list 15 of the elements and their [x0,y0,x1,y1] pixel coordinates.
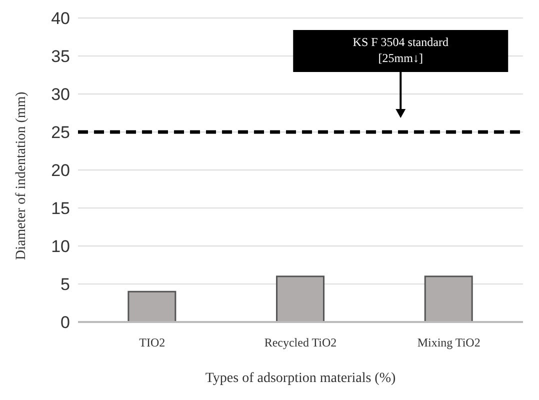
x-tick-label: Mixing TiO2 [417,336,480,350]
y-tick-label: 25 [51,123,70,142]
y-tick-label: 10 [51,237,70,256]
y-tick-label: 5 [60,275,70,294]
y-tick-label: 15 [51,199,70,218]
x-tick-label: Recycled TiO2 [264,336,337,350]
y-tick-label: 35 [51,47,70,66]
y-tick-label: 20 [51,161,70,180]
x-axis-title: Types of adsorption materials (%) [205,371,396,386]
y-tick-label: 40 [51,9,70,28]
x-tick-label: TIO2 [139,336,166,350]
annotation: KS F 3504 standard [25mm↓] [352,35,448,65]
y-tick-label: 30 [51,85,70,104]
y-axis-title: Diameter of indentation (mm) [14,91,29,260]
y-tick-label: 0 [60,313,70,332]
